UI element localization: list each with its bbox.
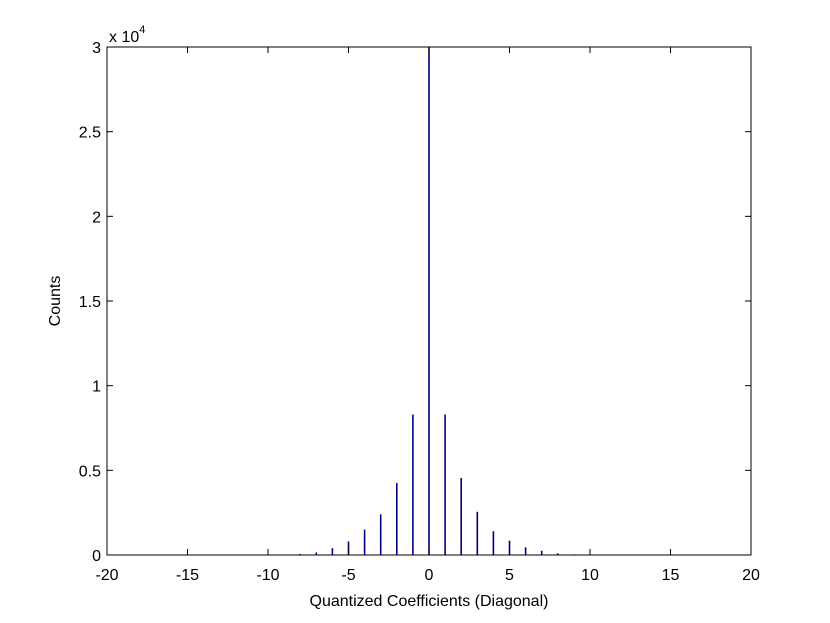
x-tick-label: 0 [425,567,434,584]
y-ticks-group: 0 0.5 1 1.5 2 2.5 3 [79,40,751,565]
x-tick-label: 20 [742,567,760,584]
x-ticks-group: -20 -15 -10 -5 0 5 10 15 20 [95,47,760,584]
y-tick-label: 1.5 [79,294,101,311]
bars-group [283,47,575,555]
y-axis-label: Counts [47,276,64,327]
x-tick-label: 5 [505,567,514,584]
y-tick-label: 0.5 [79,463,101,480]
exponent-label: x 104 [109,24,145,46]
y-tick-label: 0 [92,548,101,565]
x-tick-label: 15 [662,567,680,584]
x-tick-label: 10 [581,567,599,584]
x-tick-label: -10 [256,567,279,584]
y-tick-label: 3 [92,40,101,57]
y-tick-label: 2.5 [79,125,101,142]
exponent-power: 4 [139,24,145,36]
x-tick-label: -5 [341,567,355,584]
y-tick-label: 1 [92,379,101,396]
x-axis-label: Quantized Coefficients (Diagonal) [310,593,549,610]
y-tick-label: 2 [92,209,101,226]
x-tick-label: -20 [95,567,118,584]
x-tick-label: -15 [176,567,199,584]
